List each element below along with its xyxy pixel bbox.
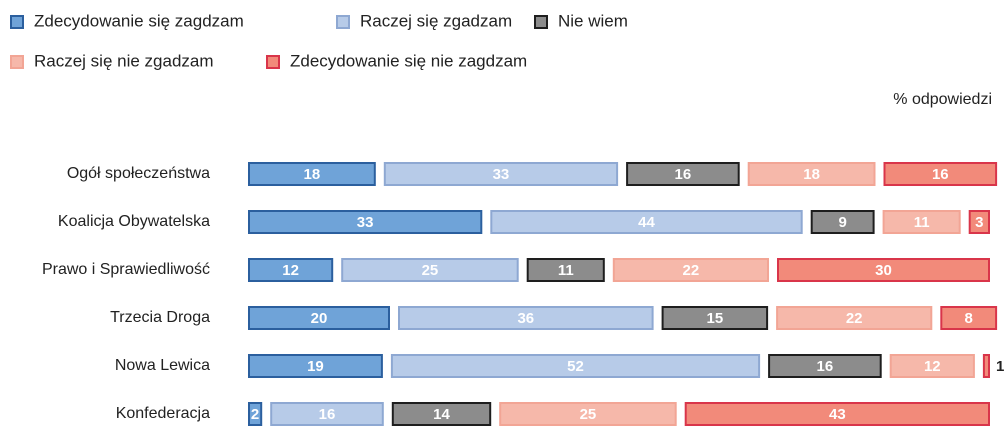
data-label: 25 [422, 262, 439, 279]
legend-swatch [534, 15, 548, 29]
bar-segment [776, 306, 933, 330]
data-label: 14 [433, 406, 450, 423]
bar-segment [341, 258, 519, 282]
bar-segment [810, 210, 875, 234]
data-label: 19 [307, 358, 324, 375]
data-label: 43 [829, 406, 846, 423]
legend-label: Zdecydowanie się zagdzam [34, 11, 244, 30]
data-label: 36 [517, 310, 534, 327]
bar-segment [490, 210, 803, 234]
data-label: 2 [251, 406, 259, 423]
bar-segment [270, 402, 384, 426]
bar-segment [398, 306, 654, 330]
data-label: 20 [311, 310, 328, 327]
bar-segment [968, 210, 991, 234]
bar-segment [383, 162, 619, 186]
bar-segment [768, 354, 882, 378]
data-label: 33 [357, 214, 374, 231]
bar-segment [390, 354, 761, 378]
bar-segment [889, 354, 975, 378]
legend-swatch [10, 15, 24, 29]
legend-swatch [10, 55, 24, 69]
data-label: 12 [282, 262, 299, 279]
bar-segment [661, 306, 769, 330]
bar-segment [982, 354, 991, 378]
data-label: 22 [683, 262, 700, 279]
bar-segment [882, 210, 961, 234]
bar-segment [777, 258, 990, 282]
data-label: 16 [817, 358, 834, 375]
data-label: 18 [803, 166, 820, 183]
bar-segment [248, 354, 383, 378]
data-label: 30 [875, 262, 892, 279]
y-tick-label: Koalicja Obywatelska [58, 213, 210, 230]
bar-segment [391, 402, 492, 426]
data-label: 22 [846, 310, 863, 327]
data-label: 12 [924, 358, 941, 375]
data-label: 18 [304, 166, 321, 183]
data-label: 8 [965, 310, 973, 327]
bar-segment [248, 306, 390, 330]
legend-label: Zdecydowanie się nie zagdzam [290, 51, 527, 70]
y-tick-label: Prawo i Sprawiedliwość [42, 261, 210, 278]
bar-segment [747, 162, 876, 186]
data-label: 1 [996, 358, 1004, 375]
data-label: 11 [914, 214, 930, 231]
data-label: 16 [932, 166, 949, 183]
bar-segment [626, 162, 740, 186]
bar-segment [248, 210, 483, 234]
data-label: 3 [975, 214, 983, 231]
bar-segment [248, 162, 376, 186]
bar-segment [248, 258, 334, 282]
legend-label: Nie wiem [558, 11, 628, 30]
bar-segment [940, 306, 998, 330]
data-label: 15 [707, 310, 724, 327]
data-label: 16 [319, 406, 336, 423]
data-label: 52 [567, 358, 584, 375]
legend-label: Raczej się zgadzam [360, 11, 512, 30]
chart-subtitle: % odpowiedzi [893, 91, 992, 108]
y-tick-label: Nowa Lewica [115, 357, 210, 374]
bar-segment [883, 162, 998, 186]
data-label: 9 [838, 214, 846, 231]
bar-segment [499, 402, 677, 426]
y-tick-label: Konfederacja [116, 405, 210, 422]
data-label: 25 [580, 406, 597, 423]
data-label: 33 [493, 166, 510, 183]
bar-segment [248, 402, 263, 426]
data-label: 16 [675, 166, 692, 183]
y-tick-label: Trzecia Droga [110, 309, 210, 326]
data-label: 11 [558, 262, 574, 279]
legend-swatch [266, 55, 280, 69]
legend-swatch [336, 15, 350, 29]
data-label: 44 [638, 214, 655, 231]
bar-segment [612, 258, 769, 282]
bar-segment [684, 402, 990, 426]
legend-label: Raczej się nie zgadzam [34, 51, 214, 70]
y-tick-label: Ogół społeczeństwa [67, 165, 210, 182]
bar-segment [526, 258, 605, 282]
